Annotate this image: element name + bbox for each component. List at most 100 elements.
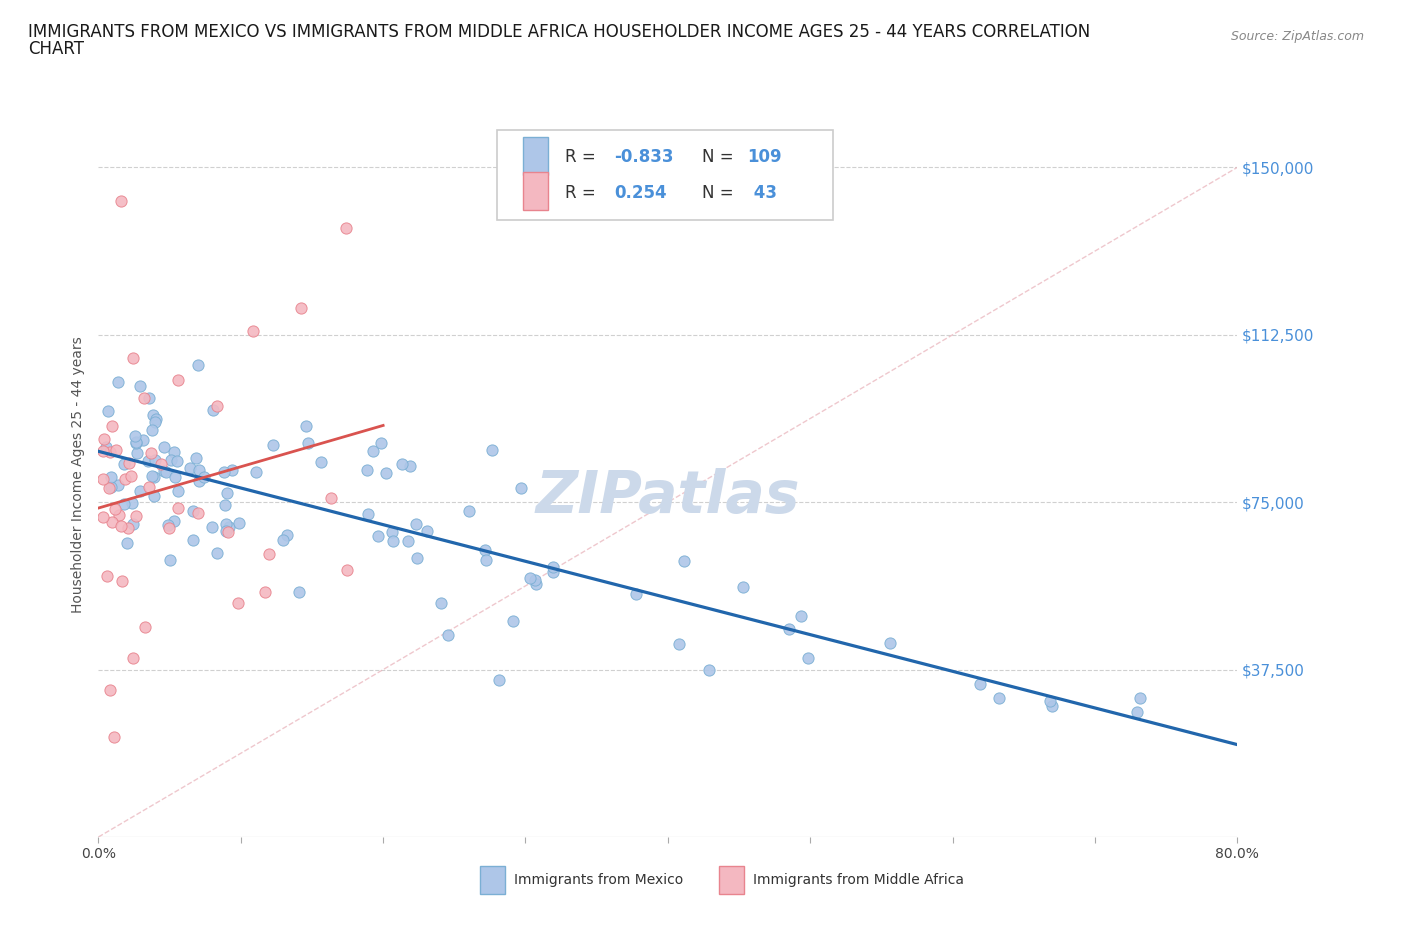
Point xyxy=(142,489,165,504)
Point xyxy=(187,506,209,521)
Point xyxy=(215,516,238,531)
Point xyxy=(290,300,312,315)
Point xyxy=(150,457,173,472)
Point xyxy=(245,464,267,479)
Point xyxy=(114,472,136,486)
Point xyxy=(221,462,243,477)
Point xyxy=(398,458,420,473)
Point xyxy=(297,435,319,450)
Point xyxy=(187,358,209,373)
Point xyxy=(502,614,524,629)
Point xyxy=(160,452,183,467)
Point xyxy=(181,503,204,518)
Point xyxy=(217,525,239,539)
Point xyxy=(107,478,129,493)
Point xyxy=(93,432,115,446)
Point xyxy=(136,453,159,468)
Point xyxy=(138,391,160,405)
Point xyxy=(124,429,146,444)
Point xyxy=(789,608,811,623)
Point xyxy=(167,484,190,498)
Point xyxy=(166,454,188,469)
Point xyxy=(226,595,249,610)
Point xyxy=(159,552,181,567)
Point xyxy=(165,470,187,485)
Point xyxy=(167,372,190,387)
Point xyxy=(697,663,720,678)
Point xyxy=(1039,693,1062,708)
Point xyxy=(98,481,121,496)
Text: Immigrants from Mexico: Immigrants from Mexico xyxy=(515,872,683,887)
Point xyxy=(311,455,333,470)
Point xyxy=(110,519,132,534)
Point xyxy=(127,445,149,460)
Point xyxy=(335,220,357,235)
Point xyxy=(357,506,380,521)
Point xyxy=(181,532,204,547)
Point xyxy=(91,444,114,458)
Point xyxy=(257,547,280,562)
Point xyxy=(141,423,163,438)
Text: 109: 109 xyxy=(748,148,782,166)
Point xyxy=(201,520,224,535)
Point xyxy=(120,469,142,484)
Point xyxy=(145,411,167,426)
Point xyxy=(100,470,122,485)
Point xyxy=(125,509,148,524)
Point xyxy=(184,451,207,466)
Text: IMMIGRANTS FROM MEXICO VS IMMIGRANTS FROM MIDDLE AFRICA HOUSEHOLDER INCOME AGES : IMMIGRANTS FROM MEXICO VS IMMIGRANTS FRO… xyxy=(28,23,1091,41)
Point xyxy=(271,532,294,547)
Point xyxy=(214,498,236,512)
Point xyxy=(112,457,135,472)
Point xyxy=(218,520,240,535)
Text: ZIPatlas: ZIPatlas xyxy=(536,468,800,525)
FancyBboxPatch shape xyxy=(523,137,548,175)
Point xyxy=(1125,705,1147,720)
Point xyxy=(288,584,311,599)
Point xyxy=(797,650,820,665)
Point xyxy=(108,508,131,523)
Point xyxy=(167,500,190,515)
Point xyxy=(143,452,166,467)
Point xyxy=(987,691,1010,706)
Point xyxy=(391,457,413,472)
Point xyxy=(104,501,127,516)
Point xyxy=(202,403,225,418)
FancyBboxPatch shape xyxy=(718,866,744,894)
Point xyxy=(276,527,298,542)
Point xyxy=(430,595,453,610)
Point xyxy=(155,465,177,480)
Point xyxy=(125,435,148,450)
Point xyxy=(121,496,143,511)
Point xyxy=(212,464,235,479)
Point xyxy=(118,456,141,471)
Point xyxy=(475,553,498,568)
Point xyxy=(524,572,547,587)
Point xyxy=(115,536,138,551)
Point xyxy=(626,587,648,602)
Point xyxy=(157,521,180,536)
Point xyxy=(405,516,427,531)
Point xyxy=(100,683,122,698)
Point xyxy=(142,470,165,485)
Point xyxy=(381,533,404,548)
Text: N =: N = xyxy=(702,148,740,166)
Point xyxy=(519,570,541,585)
Point xyxy=(436,627,458,642)
Point xyxy=(381,525,404,539)
Point xyxy=(416,524,439,538)
Point xyxy=(541,565,564,579)
Point xyxy=(100,480,122,495)
Point xyxy=(139,445,162,460)
Point xyxy=(1129,691,1152,706)
Point xyxy=(356,463,378,478)
FancyBboxPatch shape xyxy=(523,172,548,209)
Point xyxy=(110,193,132,208)
Point xyxy=(117,521,139,536)
Point xyxy=(142,407,165,422)
Point xyxy=(778,622,800,637)
Point xyxy=(122,650,145,665)
Point xyxy=(543,560,565,575)
Point xyxy=(969,677,991,692)
Point xyxy=(105,443,128,458)
